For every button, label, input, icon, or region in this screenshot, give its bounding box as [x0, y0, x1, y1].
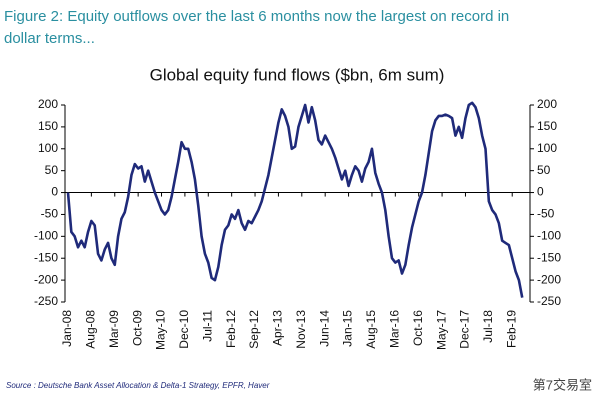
x-tick-label: May-17 [434, 310, 448, 350]
x-tick-label: Sep-12 [247, 310, 261, 349]
x-tick-label: Aug-08 [84, 310, 98, 349]
x-tick-label: Jan-08 [60, 310, 74, 347]
y2-tick-label: 0 [537, 185, 544, 199]
x-tick-label: Dec-10 [177, 310, 191, 349]
x-tick-label: Jan-15 [341, 310, 355, 347]
chart-title: Global equity fund flows ($bn, 6m sum) [150, 65, 445, 84]
x-tick-label: Jun-14 [317, 310, 331, 347]
y-tick-label: -100 [34, 229, 58, 243]
line [66, 101, 524, 298]
x-tick-label: Oct-16 [411, 310, 425, 346]
watermark: 第7交易室 [533, 377, 592, 392]
x-tick-label: Feb-12 [224, 310, 238, 348]
x-tick-label: Oct-09 [130, 310, 144, 346]
x-tick-label: Jul-18 [481, 310, 495, 343]
y2-tick-label: 200 [537, 97, 557, 111]
y-tick-label: -50 [41, 207, 59, 221]
y2-tick-label: -50 [537, 207, 555, 221]
header-line: Figure 2: Equity outflows over the last … [4, 8, 509, 25]
source: Source : Deutsche Bank Asset Allocation … [6, 381, 270, 390]
y-tick-label: 100 [38, 141, 58, 155]
y2-tick-label: -100 [537, 229, 561, 243]
y2-tick-label: 150 [537, 119, 557, 133]
y-tick-label: 50 [45, 163, 59, 177]
y-tick-label: 0 [51, 185, 58, 199]
y2-tick-label: -150 [537, 250, 561, 264]
x-tick-label: Mar-16 [387, 310, 401, 348]
y2-tick-label: 50 [537, 163, 551, 177]
x-tick-label: Apr-13 [271, 310, 285, 346]
y-tick-label: 200 [38, 97, 58, 111]
y-tick-label: -250 [34, 294, 58, 308]
x-tick-label: May-10 [154, 310, 168, 350]
header-line: dollar terms... [4, 30, 95, 47]
y2-tick-label: -250 [537, 294, 561, 308]
x-tick-label: Dec-17 [458, 310, 472, 349]
y-tick-label: -200 [34, 272, 58, 286]
y-tick-label: 150 [38, 119, 58, 133]
x-tick-label: Aug-15 [364, 310, 378, 349]
y2-tick-label: -200 [537, 272, 561, 286]
x-tick-label: Mar-09 [107, 310, 121, 348]
x-tick-label: Jul-11 [200, 310, 214, 342]
y2-tick-label: 100 [537, 141, 557, 155]
x-tick-label: Nov-13 [294, 310, 308, 349]
y-tick-label: -150 [34, 250, 58, 264]
x-tick-label: Feb-19 [504, 310, 518, 348]
